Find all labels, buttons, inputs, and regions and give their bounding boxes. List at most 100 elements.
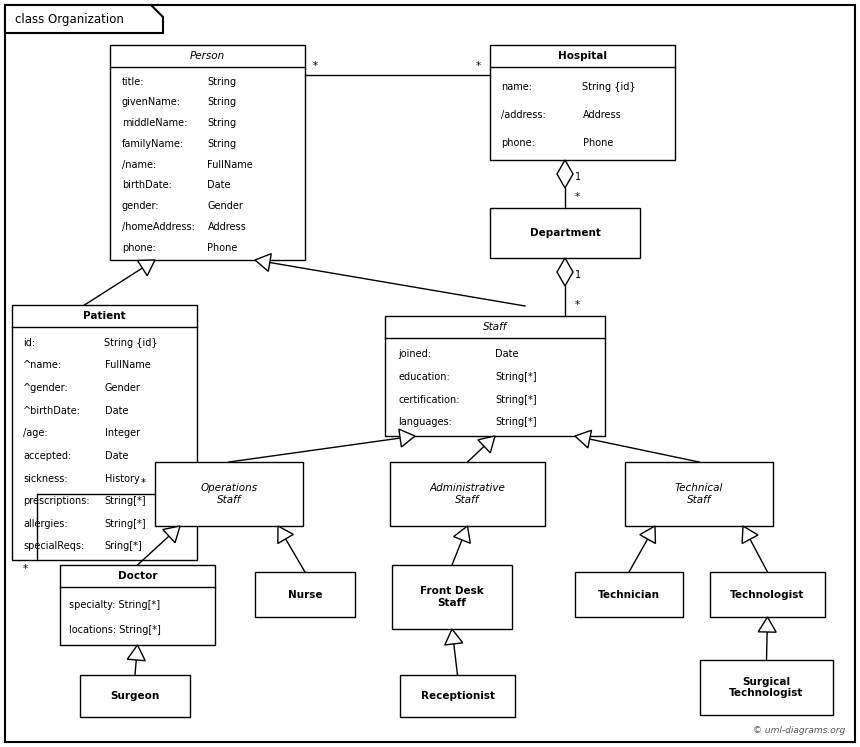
Bar xyxy=(625,462,773,526)
Bar xyxy=(392,565,512,629)
Polygon shape xyxy=(742,526,758,544)
Bar xyxy=(400,675,515,717)
Bar xyxy=(60,565,215,645)
Text: 1: 1 xyxy=(575,270,581,280)
Bar xyxy=(710,572,825,617)
Text: title:: title: xyxy=(122,76,144,87)
Bar xyxy=(490,45,675,160)
Text: *: * xyxy=(575,192,580,202)
Text: String: String xyxy=(207,139,237,149)
Text: FullName: FullName xyxy=(207,160,253,170)
Text: /homeAddress:: /homeAddress: xyxy=(122,222,194,232)
Text: birthDate:: birthDate: xyxy=(122,180,172,190)
Text: /name:: /name: xyxy=(122,160,156,170)
Polygon shape xyxy=(255,254,271,271)
Text: Technician: Technician xyxy=(598,589,660,600)
Polygon shape xyxy=(453,526,470,543)
Text: specialReqs:: specialReqs: xyxy=(23,542,84,551)
Text: name:: name: xyxy=(501,81,532,92)
Bar xyxy=(385,316,605,436)
Polygon shape xyxy=(163,526,180,543)
Text: *: * xyxy=(476,61,481,71)
Text: Surgeon: Surgeon xyxy=(110,691,160,701)
Bar xyxy=(700,660,833,715)
Text: accepted:: accepted: xyxy=(23,451,71,461)
Text: History: History xyxy=(105,474,139,483)
Text: Department: Department xyxy=(530,228,600,238)
Text: Doctor: Doctor xyxy=(118,571,157,581)
Text: Nurse: Nurse xyxy=(288,589,322,600)
Text: languages:: languages: xyxy=(398,418,452,427)
Text: locations: String[*]: locations: String[*] xyxy=(70,625,161,635)
Text: Address: Address xyxy=(207,222,246,232)
Polygon shape xyxy=(138,260,155,276)
Text: Technical
Staff: Technical Staff xyxy=(675,483,723,505)
Text: specialty: String[*]: specialty: String[*] xyxy=(70,600,161,610)
Polygon shape xyxy=(640,526,655,544)
Text: phone:: phone: xyxy=(122,243,156,252)
Polygon shape xyxy=(557,258,573,286)
Text: /age:: /age: xyxy=(23,428,47,438)
Text: education:: education: xyxy=(398,372,450,382)
Text: © uml-diagrams.org: © uml-diagrams.org xyxy=(752,726,845,735)
Polygon shape xyxy=(127,645,145,660)
Bar xyxy=(80,675,190,717)
Text: Phone: Phone xyxy=(207,243,238,252)
Text: allergies:: allergies: xyxy=(23,519,68,529)
Text: middleName:: middleName: xyxy=(122,118,187,128)
Text: String[*]: String[*] xyxy=(495,372,537,382)
Text: Operations
Staff: Operations Staff xyxy=(200,483,257,505)
Bar xyxy=(155,462,303,526)
Text: String[*]: String[*] xyxy=(105,496,146,506)
Text: FullName: FullName xyxy=(105,361,150,371)
Text: String {id}: String {id} xyxy=(105,338,158,348)
Text: ^name:: ^name: xyxy=(23,361,62,371)
Text: Staff: Staff xyxy=(482,322,507,332)
Text: certification:: certification: xyxy=(398,394,460,405)
Text: Receptionist: Receptionist xyxy=(421,691,494,701)
Text: Gender: Gender xyxy=(105,383,140,393)
Text: String[*]: String[*] xyxy=(495,394,537,405)
Polygon shape xyxy=(445,629,463,645)
Text: *: * xyxy=(141,478,146,488)
Text: Date: Date xyxy=(105,451,128,461)
Text: Address: Address xyxy=(582,110,621,120)
Polygon shape xyxy=(759,617,776,632)
Text: Phone: Phone xyxy=(582,138,613,148)
Text: Patient: Patient xyxy=(83,311,126,321)
Text: id:: id: xyxy=(23,338,35,348)
Text: sickness:: sickness: xyxy=(23,474,68,483)
Text: ^birthDate:: ^birthDate: xyxy=(23,406,81,415)
Text: givenName:: givenName: xyxy=(122,97,181,108)
Text: Date: Date xyxy=(105,406,128,415)
Bar xyxy=(255,572,355,617)
Text: String: String xyxy=(207,118,237,128)
Text: joined:: joined: xyxy=(398,349,431,359)
Text: Person: Person xyxy=(190,51,225,61)
Text: prescriptions:: prescriptions: xyxy=(23,496,89,506)
Bar xyxy=(490,208,640,258)
Text: phone:: phone: xyxy=(501,138,535,148)
Polygon shape xyxy=(557,160,573,188)
Text: gender:: gender: xyxy=(122,201,159,211)
Text: String[*]: String[*] xyxy=(105,519,146,529)
Text: *: * xyxy=(575,300,580,310)
Text: Technologist: Technologist xyxy=(730,589,805,600)
Text: ^gender:: ^gender: xyxy=(23,383,69,393)
Bar xyxy=(110,45,305,260)
Text: /address:: /address: xyxy=(501,110,546,120)
Text: Sring[*]: Sring[*] xyxy=(105,542,142,551)
Text: *: * xyxy=(23,564,28,574)
Text: Front Desk
Staff: Front Desk Staff xyxy=(421,586,484,608)
Text: String[*]: String[*] xyxy=(495,418,537,427)
Text: Hospital: Hospital xyxy=(558,51,607,61)
Polygon shape xyxy=(399,430,415,447)
Text: String: String xyxy=(207,76,237,87)
Polygon shape xyxy=(478,436,495,453)
Bar xyxy=(575,572,683,617)
Text: class Organization: class Organization xyxy=(15,13,124,26)
Bar xyxy=(390,462,545,526)
Text: Administrative
Staff: Administrative Staff xyxy=(429,483,506,505)
Bar xyxy=(12,305,197,560)
Text: *: * xyxy=(313,61,318,71)
